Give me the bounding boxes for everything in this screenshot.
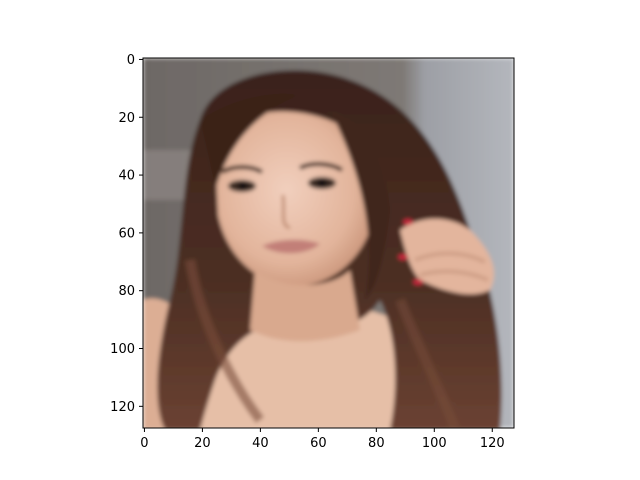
y-axis: 0 20 40 60 80 100 120 (110, 53, 143, 415)
y-tick-label: 0 (127, 53, 135, 68)
x-axis: 0 20 40 60 80 100 120 (140, 428, 505, 451)
portrait-image (143, 58, 514, 428)
x-tick-label: 20 (194, 436, 211, 451)
x-tick-label: 60 (310, 436, 327, 451)
y-tick-label: 60 (118, 226, 135, 241)
x-tick-label: 0 (140, 436, 148, 451)
x-tick-label: 40 (252, 436, 269, 451)
x-tick-label: 80 (368, 436, 385, 451)
y-tick-label: 100 (110, 342, 135, 357)
x-tick-label: 120 (480, 436, 505, 451)
y-tick-label: 20 (118, 111, 135, 126)
y-tick-label: 80 (118, 284, 135, 299)
y-tick-label: 40 (118, 169, 135, 184)
y-tick-label: 120 (110, 400, 135, 415)
x-tick-label: 100 (422, 436, 447, 451)
axes-frame (142, 57, 515, 429)
